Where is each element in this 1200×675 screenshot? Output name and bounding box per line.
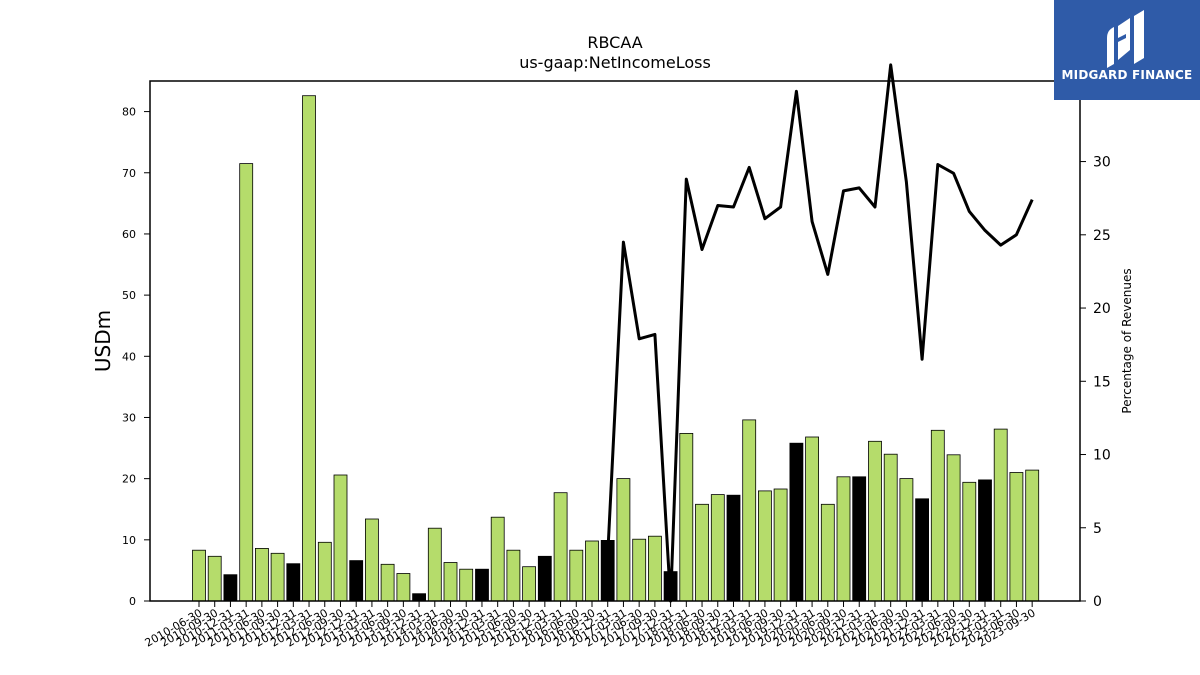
bar-2013-03-31 — [364, 518, 379, 602]
bar-2014-06-30 — [443, 562, 458, 602]
chart-title: RBCAA — [587, 33, 642, 52]
bar-2020-06-30 — [820, 503, 835, 602]
bar-2011-03-31 — [239, 163, 254, 602]
bar-2011-12-31 — [286, 563, 301, 602]
y2tick-label: 25 — [1093, 228, 1111, 244]
bar-2021-03-31 — [868, 440, 882, 602]
bar-2019-09-30 — [773, 488, 788, 602]
y2tick-label: 20 — [1093, 301, 1111, 317]
bar-2012-03-31 — [302, 95, 316, 602]
bar-2012-09-30 — [333, 474, 348, 602]
bar-2022-06-30 — [946, 454, 961, 602]
bar-2012-12-31 — [349, 560, 364, 602]
x-axis: 2010-06-302010-09-302010-12-312011-03-31… — [143, 601, 1038, 650]
bar-2022-12-31 — [978, 479, 992, 602]
bar-2016-03-31 — [553, 492, 568, 602]
bar-2010-12-31 — [223, 574, 238, 602]
bar-2016-09-30 — [585, 540, 599, 602]
y2tick-label: 15 — [1093, 374, 1111, 390]
bar-2014-12-31 — [475, 568, 489, 602]
bar-2020-09-30 — [836, 476, 851, 602]
bar-2014-03-31 — [427, 527, 442, 602]
bar-2017-03-31 — [616, 478, 631, 602]
logo-text: MIDGARD FINANCE — [1061, 68, 1193, 82]
bar-2015-12-31 — [537, 555, 552, 602]
y2tick-label: 5 — [1093, 521, 1102, 537]
bar-2013-12-31 — [412, 593, 427, 602]
bar-2021-06-30 — [883, 453, 898, 602]
bar-2023-09-30 — [1025, 469, 1040, 602]
bar-2021-12-31 — [915, 498, 929, 602]
bar-2017-09-30 — [648, 535, 662, 602]
bar-2013-09-30 — [396, 573, 411, 602]
bar-series — [192, 95, 1040, 602]
bar-2010-06-30 — [192, 549, 206, 602]
midgard-logo-icon — [1107, 10, 1144, 68]
bar-2019-06-30 — [758, 490, 772, 602]
bar-2015-03-31 — [490, 516, 505, 602]
y2tick-label: 0 — [1093, 594, 1102, 610]
ytick-label: 0 — [129, 595, 136, 608]
bar-2023-03-31 — [993, 428, 1008, 602]
left-axis: 0 10 20 30 40 50 60 70 80 — [122, 106, 150, 608]
bar-2013-06-30 — [380, 563, 395, 602]
ytick-label: 30 — [122, 411, 136, 424]
y2tick-label: 10 — [1093, 448, 1111, 464]
bar-2018-06-30 — [695, 503, 709, 602]
ytick-label: 60 — [122, 228, 136, 241]
ytick-label: 50 — [122, 289, 136, 302]
bar-2018-09-30 — [710, 494, 725, 602]
bar-2016-06-30 — [569, 549, 584, 602]
bar-2012-06-30 — [317, 541, 332, 602]
logo: MIDGARD FINANCE — [1054, 0, 1200, 100]
bar-2018-03-31 — [679, 432, 694, 602]
bar-2011-06-30 — [254, 548, 269, 602]
y2tick-label: 30 — [1093, 155, 1111, 171]
bar-2019-12-31 — [789, 442, 804, 602]
bar-2018-12-31 — [726, 494, 741, 602]
bar-2020-03-31 — [805, 436, 819, 602]
bar-2010-09-30 — [207, 555, 222, 602]
bar-2021-09-30 — [899, 478, 914, 602]
y2-axis-label: Percentage of Revenues — [1120, 268, 1134, 413]
bar-2017-06-30 — [632, 538, 647, 602]
bar-2023-06-30 — [1009, 472, 1024, 602]
bar-2020-12-31 — [852, 476, 867, 602]
ytick-label: 20 — [122, 473, 136, 486]
bar-2019-03-31 — [742, 419, 757, 602]
bar-2015-06-30 — [506, 549, 521, 602]
ytick-label: 70 — [122, 167, 136, 180]
bar-2022-09-30 — [962, 481, 977, 602]
chart-subtitle: us-gaap:NetIncomeLoss — [519, 53, 711, 72]
bar-2014-09-30 — [459, 568, 474, 602]
ytick-label: 40 — [122, 350, 136, 363]
ytick-label: 80 — [122, 106, 136, 119]
right-axis: 05101520253035 — [1080, 81, 1111, 610]
bar-2011-09-30 — [270, 552, 285, 602]
plot-frame — [149, 80, 1081, 602]
bar-2015-09-30 — [522, 566, 536, 602]
percentage-line — [606, 63, 1034, 603]
y-axis-label: USDm — [91, 310, 115, 372]
bar-2022-03-31 — [930, 429, 945, 602]
ytick-label: 10 — [122, 534, 136, 547]
